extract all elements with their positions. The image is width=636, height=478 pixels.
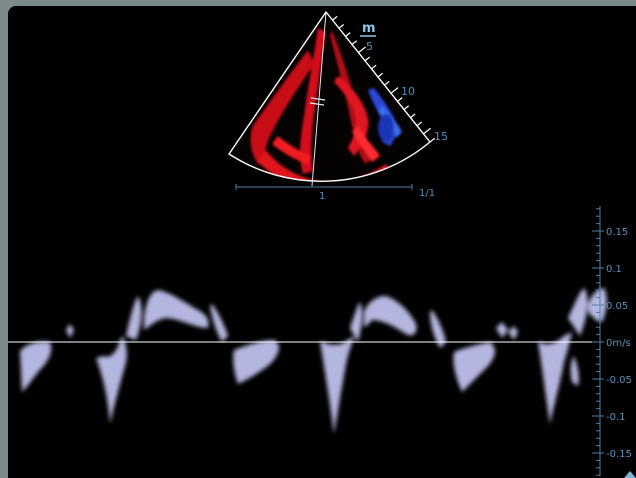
trace-systolic-dip-3 <box>538 332 572 424</box>
probe-orientation-marker: m <box>362 21 376 36</box>
velocity-tick-label: 0.1 <box>606 264 622 275</box>
trace-speck-3 <box>508 326 518 340</box>
trace-systolic-peak-3 <box>568 288 588 336</box>
velocity-scale: 0.15 0.1 0.05 0m/s -0.05 -0.1 -0.15 <box>592 206 632 476</box>
depth-tick <box>429 137 436 143</box>
tissue-doppler-trace <box>20 288 607 434</box>
trace-diastolic-negative-1 <box>20 341 52 392</box>
depth-tick <box>332 15 338 21</box>
cursor-gate-bottom <box>309 102 325 106</box>
depth-tick <box>416 121 423 127</box>
depth-tick <box>358 46 366 54</box>
trace-fragment-2 <box>430 310 446 348</box>
display-canvas: 5 10 15 m 1 1/1 <box>8 10 632 476</box>
depth-tick <box>345 32 351 37</box>
depth-tick <box>384 80 390 86</box>
trace-fragment-1 <box>210 304 228 342</box>
depth-mark-5: 5 <box>366 40 373 53</box>
trace-systolic-peak-2 <box>350 302 363 342</box>
depth-tick <box>397 97 403 102</box>
trace-tail-3 <box>570 356 579 386</box>
trace-speck-2 <box>496 322 508 338</box>
depth-tick <box>351 40 358 45</box>
depth-tick <box>423 127 431 135</box>
velocity-tick-label: -0.05 <box>606 375 632 386</box>
depth-tick <box>371 64 377 70</box>
scroll-corner-icon[interactable] <box>624 471 636 478</box>
depth-tick <box>377 72 384 78</box>
cursor-gate-top <box>310 97 326 101</box>
depth-tick <box>390 87 399 94</box>
velocity-tick-label: 0.15 <box>606 227 628 238</box>
trace-early-wave-2 <box>364 296 417 336</box>
trace-systolic-peak-1 <box>126 296 142 340</box>
velocity-tick-label: 0.05 <box>606 301 628 312</box>
velocity-tick-label: 0m/s <box>606 338 631 349</box>
color-doppler-sector: 5 10 15 m 1 1/1 <box>228 10 448 202</box>
depth-tick <box>403 105 410 110</box>
ultrasound-display: 5 10 15 m 1 1/1 <box>8 6 636 478</box>
depth-mark-15: 15 <box>434 130 448 143</box>
sector-outline <box>228 10 431 182</box>
trace-systolic-dip-2 <box>320 336 354 434</box>
trace-negative-wave-2 <box>453 342 495 392</box>
depth-tick <box>410 113 416 119</box>
ecg-marker: 1 <box>319 191 325 202</box>
trace-mid-1 <box>66 324 74 338</box>
trace-negative-wave-1 <box>233 340 279 384</box>
trace-early-wave-1 <box>144 290 209 330</box>
frame-counter: 1/1 <box>419 188 435 199</box>
depth-tick <box>338 24 345 29</box>
velocity-major-ticks: 0.15 0.1 0.05 0m/s -0.05 -0.1 -0.15 <box>592 227 632 460</box>
velocity-tick-label: -0.15 <box>606 449 632 460</box>
trace-systolic-dip-1 <box>96 336 127 424</box>
depth-tick <box>364 56 371 62</box>
depth-tick-marks <box>332 15 436 143</box>
depth-mark-10: 10 <box>401 85 415 98</box>
velocity-tick-label: -0.1 <box>606 412 626 423</box>
